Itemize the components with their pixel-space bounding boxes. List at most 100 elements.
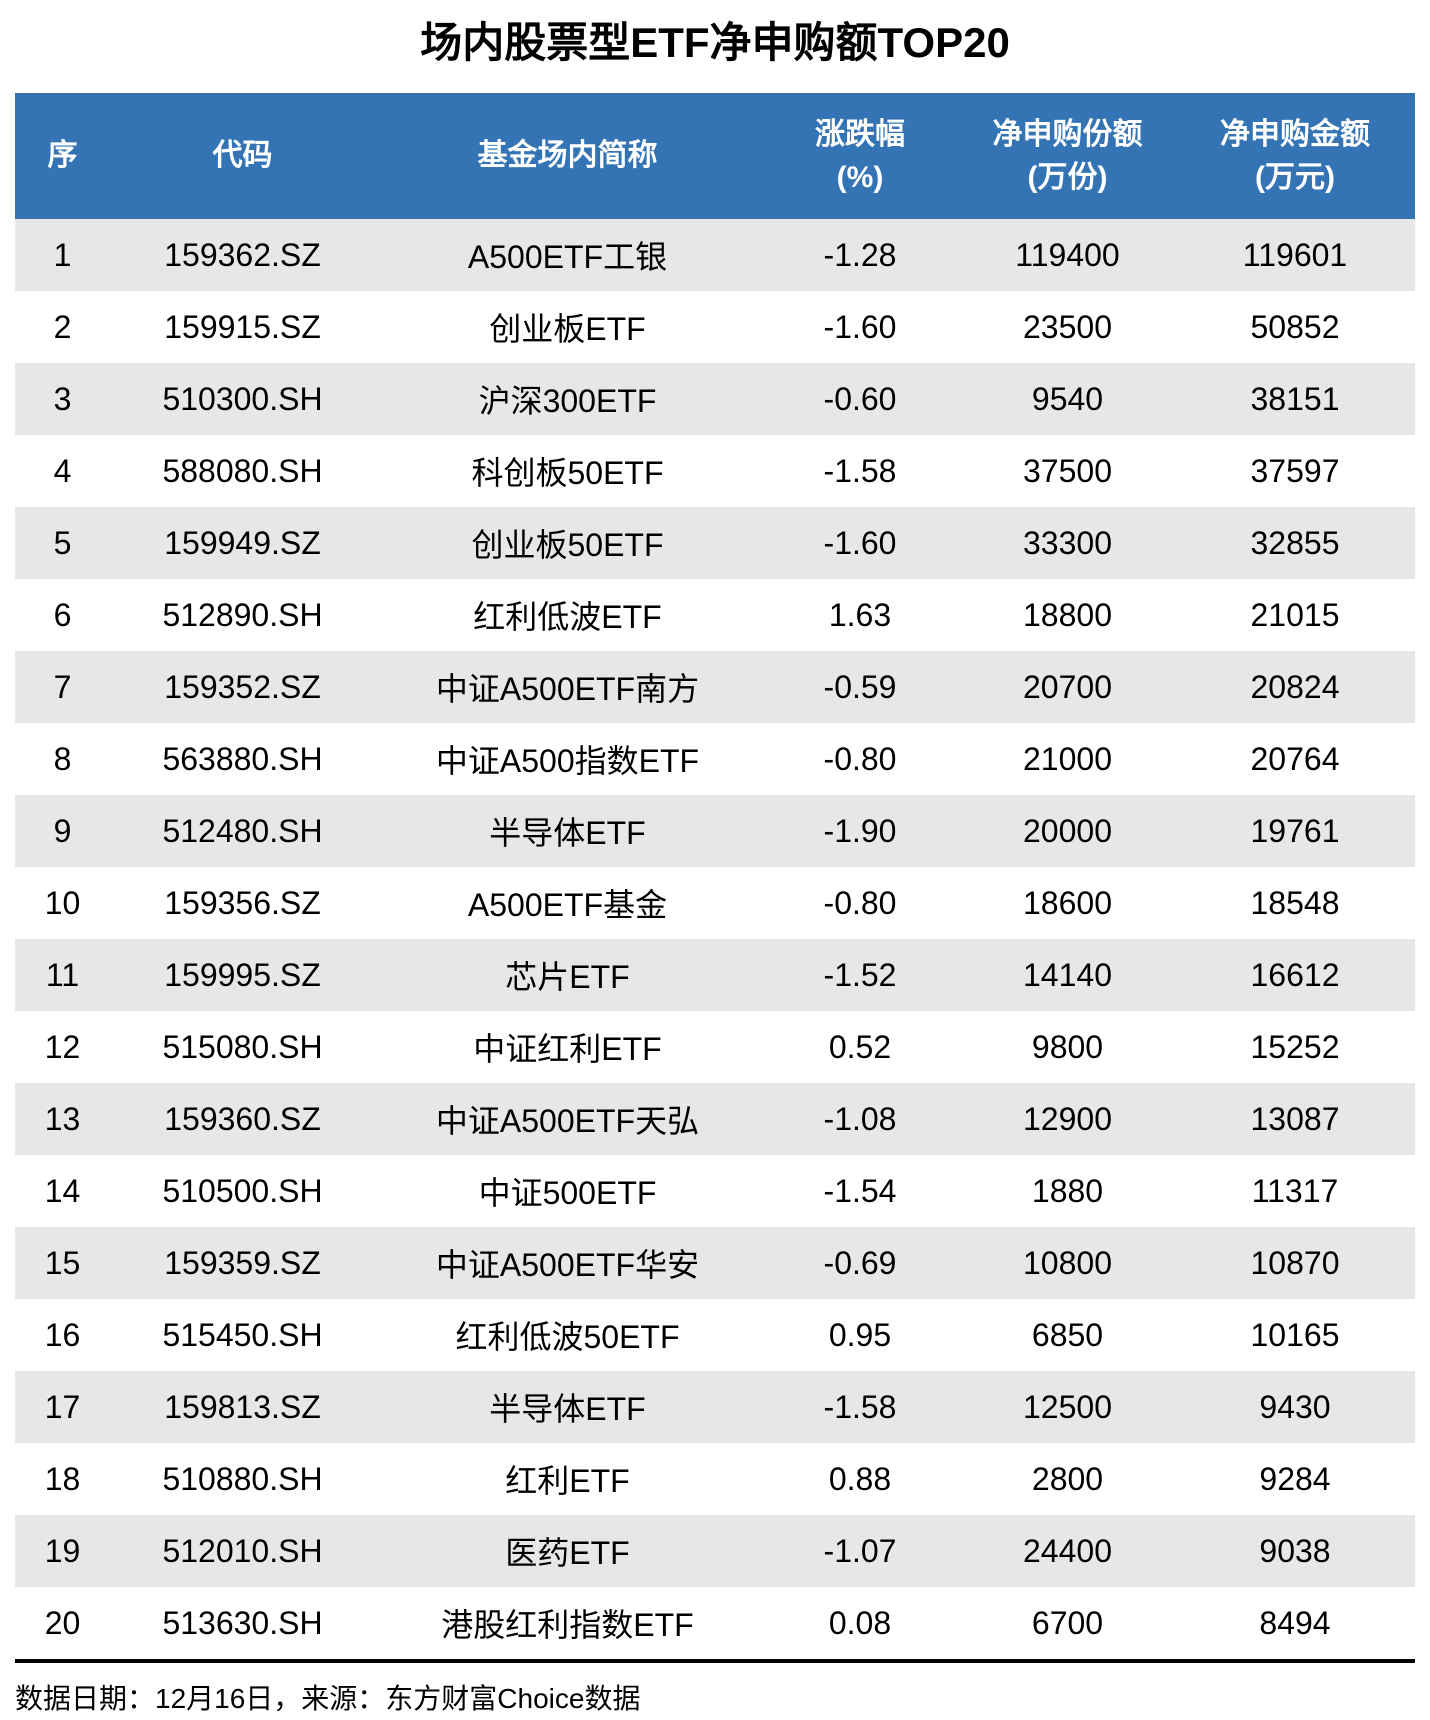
cell-name: 港股红利指数ETF xyxy=(441,1607,694,1643)
col-header-shares: 净申购份额 (万份) xyxy=(960,93,1175,219)
cell-amount: 20764 xyxy=(1250,740,1340,777)
cell-change: -1.07 xyxy=(823,1532,897,1569)
cell-code: 159359.SZ xyxy=(164,1244,321,1281)
cell-rank: 19 xyxy=(44,1532,81,1569)
cell-shares: 33300 xyxy=(1023,524,1112,561)
cell-name: 科创板50ETF xyxy=(471,455,664,491)
cell-shares: 9540 xyxy=(1031,380,1104,417)
col-header-rank: 序 xyxy=(15,93,110,219)
cell-code: 159356.SZ xyxy=(164,884,321,921)
cell-rank: 17 xyxy=(44,1388,81,1425)
cell-change: -0.60 xyxy=(823,380,897,417)
cell-shares: 24400 xyxy=(1023,1532,1112,1569)
cell-shares: 6850 xyxy=(1031,1316,1104,1353)
cell-shares: 10800 xyxy=(1023,1244,1112,1281)
cell-amount: 9430 xyxy=(1259,1388,1331,1425)
cell-name: 红利ETF xyxy=(505,1463,630,1499)
cell-rank: 9 xyxy=(53,812,72,849)
cell-amount: 37597 xyxy=(1250,452,1340,489)
cell-code: 159949.SZ xyxy=(164,524,321,561)
cell-name: 中证A500ETF天弘 xyxy=(435,1103,700,1139)
cell-amount: 119601 xyxy=(1242,236,1348,273)
table-row: 20 513630.SH 港股红利指数ETF 0.08 6700 8494 xyxy=(15,1587,1415,1659)
cell-name: 半导体ETF xyxy=(489,815,646,851)
page-title: 场内股票型ETF净申购额TOP20 xyxy=(420,19,1010,66)
cell-code: 512010.SH xyxy=(162,1532,323,1569)
table-body: 1 159362.SZ A500ETF工银 -1.28 119400 119601 2 159… xyxy=(15,219,1415,1659)
table-row: 2 159915.SZ 创业板ETF -1.60 23500 50852 xyxy=(15,291,1415,363)
table-row: 4 588080.SH 科创板50ETF -1.58 37500 37597 xyxy=(15,435,1415,507)
cell-change: 0.95 xyxy=(828,1316,892,1353)
col-header-change-unit: (%) xyxy=(836,161,884,194)
cell-shares: 2800 xyxy=(1031,1460,1104,1497)
cell-amount: 16612 xyxy=(1250,956,1340,993)
table-row: 12 515080.SH 中证红利ETF 0.52 9800 15252 xyxy=(15,1011,1415,1083)
cell-shares: 20000 xyxy=(1023,812,1112,849)
cell-code: 159915.SZ xyxy=(164,308,321,345)
cell-amount: 10870 xyxy=(1250,1244,1340,1281)
cell-rank: 12 xyxy=(44,1028,81,1065)
cell-change: -1.08 xyxy=(823,1100,897,1137)
cell-code: 159813.SZ xyxy=(164,1388,321,1425)
cell-change: 1.63 xyxy=(828,596,892,633)
cell-rank: 11 xyxy=(45,956,80,993)
cell-rank: 6 xyxy=(53,596,72,633)
cell-rank: 2 xyxy=(53,308,72,345)
cell-change: -1.60 xyxy=(823,308,897,345)
cell-amount: 11317 xyxy=(1251,1172,1339,1209)
cell-shares: 1880 xyxy=(1031,1172,1104,1209)
cell-amount: 18548 xyxy=(1250,884,1340,921)
cell-amount: 20824 xyxy=(1250,668,1340,705)
cell-code: 563880.SH xyxy=(162,740,323,777)
cell-shares: 18800 xyxy=(1023,596,1112,633)
cell-amount: 9038 xyxy=(1259,1532,1331,1569)
cell-rank: 14 xyxy=(44,1172,81,1209)
footer-divider xyxy=(15,1659,1415,1663)
cell-code: 510500.SH xyxy=(162,1172,323,1209)
table-row: 14 510500.SH 中证500ETF -1.54 1880 11317 xyxy=(15,1155,1415,1227)
cell-code: 515450.SH xyxy=(162,1316,323,1353)
cell-name: 红利低波ETF xyxy=(473,599,662,635)
cell-rank: 13 xyxy=(44,1100,81,1137)
cell-rank: 20 xyxy=(44,1604,81,1641)
table-row: 16 515450.SH 红利低波50ETF 0.95 6850 10165 xyxy=(15,1299,1415,1371)
col-header-code-label: 代码 xyxy=(212,139,273,173)
cell-change: -1.60 xyxy=(823,524,897,561)
col-header-shares-label: 净申购份额 xyxy=(992,117,1143,151)
col-header-amount: 净申购金额 (万元) xyxy=(1175,93,1415,219)
table-header: 序 代码 基金场内简称 涨跌幅 (%) 净申购份额 (万份) 净申购金额 xyxy=(15,93,1415,219)
col-header-name: 基金场内简称 xyxy=(375,93,760,219)
cell-change: -1.58 xyxy=(823,1388,897,1425)
table-row: 11 159995.SZ 芯片ETF -1.52 14140 16612 xyxy=(15,939,1415,1011)
header-row: 序 代码 基金场内简称 涨跌幅 (%) 净申购份额 (万份) 净申购金额 xyxy=(15,93,1415,219)
col-header-name-label: 基金场内简称 xyxy=(477,139,658,173)
cell-shares: 6700 xyxy=(1031,1604,1104,1641)
cell-rank: 10 xyxy=(44,884,81,921)
cell-shares: 20700 xyxy=(1023,668,1112,705)
cell-code: 510880.SH xyxy=(162,1460,323,1497)
cell-change: -0.59 xyxy=(823,668,897,705)
cell-change: -0.69 xyxy=(823,1244,897,1281)
cell-amount: 21015 xyxy=(1250,596,1340,633)
col-header-amount-unit: (万元) xyxy=(1255,161,1335,194)
table-row: 19 512010.SH 医药ETF -1.07 24400 9038 xyxy=(15,1515,1415,1587)
cell-name: A500ETF基金 xyxy=(467,887,668,923)
col-header-rank-label: 序 xyxy=(47,139,78,173)
cell-code: 512480.SH xyxy=(162,812,323,849)
cell-change: 0.52 xyxy=(828,1028,892,1065)
cell-amount: 38151 xyxy=(1250,380,1340,417)
cell-rank: 7 xyxy=(53,668,72,705)
cell-name: A500ETF工银 xyxy=(467,239,668,275)
cell-name: 创业板ETF xyxy=(489,311,646,347)
cell-code: 513630.SH xyxy=(162,1604,323,1641)
cell-name: 半导体ETF xyxy=(489,1391,646,1427)
col-header-change: 涨跌幅 (%) xyxy=(760,93,960,219)
col-header-shares-unit: (万份) xyxy=(1027,161,1108,194)
cell-change: -1.58 xyxy=(823,452,897,489)
cell-rank: 3 xyxy=(53,380,72,417)
cell-name: 中证A500ETF华安 xyxy=(435,1247,700,1283)
cell-name: 沪深300ETF xyxy=(478,383,657,419)
cell-shares: 18600 xyxy=(1023,884,1112,921)
table-row: 17 159813.SZ 半导体ETF -1.58 12500 9430 xyxy=(15,1371,1415,1443)
